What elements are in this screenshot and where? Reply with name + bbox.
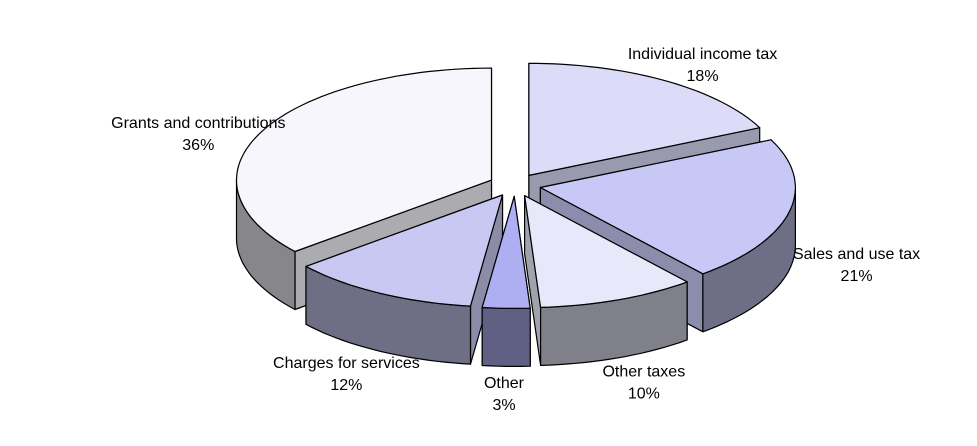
slice-value-label: 12% <box>330 377 362 394</box>
slice-value-label: 36% <box>182 137 214 154</box>
slice-label: Charges for services <box>273 355 420 372</box>
slice <box>235 67 493 253</box>
slice-value-label: 10% <box>628 386 660 403</box>
slice <box>481 195 531 309</box>
slice <box>539 139 796 275</box>
slice-value-label: 3% <box>492 397 515 414</box>
slice <box>524 195 688 308</box>
slice-label: Other <box>484 375 525 392</box>
slice-label: Other taxes <box>602 364 685 381</box>
slice-value-label: 21% <box>841 268 873 285</box>
slice-label: Individual income tax <box>628 46 777 63</box>
slice-label: Sales and use tax <box>793 246 920 263</box>
slice <box>305 194 504 307</box>
slice-side <box>481 306 531 367</box>
slice <box>528 62 761 176</box>
slice-value-label: 18% <box>687 68 719 85</box>
slice <box>524 195 688 366</box>
slice <box>305 194 504 365</box>
slice-label: Grants and contributions <box>111 115 285 132</box>
slice <box>481 195 531 367</box>
